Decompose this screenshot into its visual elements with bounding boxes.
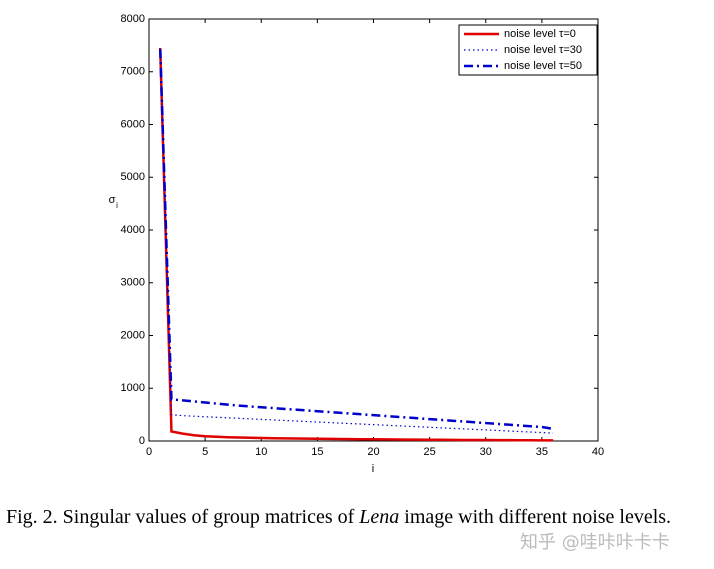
x-tick-label: 5 (202, 446, 208, 458)
y-tick-label: 2000 (121, 329, 145, 341)
y-tick-label: 5000 (121, 171, 145, 183)
watermark: 知乎 @哇咔咔卡卡 (520, 532, 670, 553)
x-tick-label: 40 (592, 446, 604, 458)
caption-text: Fig. 2. Singular values of group matrice… (6, 506, 360, 528)
series-line (158, 47, 554, 442)
x-tick-label: 10 (255, 446, 267, 458)
y-tick-label: 6000 (121, 118, 145, 130)
x-tick-label: 20 (367, 446, 379, 458)
series-line (158, 49, 554, 431)
y-tick-label: 8000 (121, 13, 145, 25)
y-tick-label: 0 (139, 435, 145, 447)
series-line (159, 49, 554, 434)
x-tick-label: 35 (536, 446, 548, 458)
chart: σ i i 0 1000 2000 3000 4000 5000 6000 7000 8000 0… (109, 13, 605, 475)
y-tick-label: 4000 (121, 224, 145, 236)
plot-frame (148, 18, 599, 442)
x-axis-label: i (372, 463, 374, 475)
legend-label: noise level τ=30 (504, 44, 582, 56)
y-axis-label-sub: i (116, 201, 118, 210)
x-tick-label: 0 (146, 446, 152, 458)
y-tick-label: 1000 (121, 382, 145, 394)
y-tick-label: 7000 (121, 66, 145, 78)
x-tick-label: 25 (424, 446, 436, 458)
caption: Fig. 2. Singular values of group matrice… (6, 505, 706, 530)
legend-label: noise level τ=0 (504, 28, 576, 40)
caption-italic: Lena (359, 506, 400, 528)
x-tick-label: 15 (311, 446, 323, 458)
y-axis-label: σ (109, 194, 116, 206)
y-tick-label: 3000 (121, 277, 145, 289)
legend-label: noise level τ=50 (504, 60, 582, 72)
caption-text: image with different noise levels. (399, 506, 672, 528)
x-tick-label: 30 (480, 446, 492, 458)
